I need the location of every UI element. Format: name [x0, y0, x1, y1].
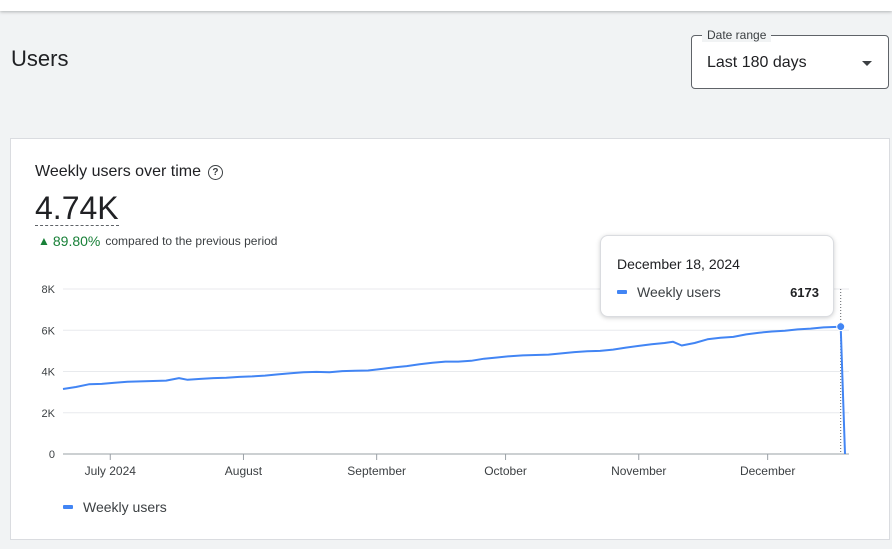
legend-label: Weekly users [83, 499, 167, 515]
y-tick-label: 6K [42, 325, 56, 337]
metric-value[interactable]: 4.74K [35, 190, 119, 226]
x-tick-label: August [225, 464, 263, 478]
card-title: Weekly users over time [35, 163, 201, 180]
tooltip-date: December 18, 2024 [617, 256, 740, 272]
y-tick-label: 0 [49, 449, 55, 461]
y-tick-label: 8K [42, 284, 56, 296]
x-tick-label: September [347, 464, 406, 478]
series-line-weekly-users [62, 325, 846, 455]
tooltip-value: 6173 [790, 284, 819, 300]
arrow-up-icon: ▲ [38, 234, 50, 248]
tooltip-series: Weekly users [637, 284, 721, 300]
y-tick-label: 2K [42, 408, 56, 420]
card-title-row: Weekly users over time ? [35, 163, 223, 181]
top-bar [0, 0, 892, 11]
dropdown-caret-icon [862, 61, 872, 66]
help-icon[interactable]: ? [207, 164, 223, 180]
tooltip-swatch [617, 290, 627, 294]
y-tick-label: 4K [42, 367, 56, 379]
date-range-value: Last 180 days [707, 54, 807, 71]
delta-row: ▲ 89.80% compared to the previous period [38, 233, 277, 249]
weekly-users-card: Weekly users over time ? 4.74K ▲ 89.80% … [10, 138, 890, 540]
chart-legend[interactable]: Weekly users [63, 499, 167, 515]
page-title: Users [11, 46, 69, 71]
delta-percent: 89.80% [52, 233, 101, 249]
legend-swatch [63, 505, 73, 509]
chart-tooltip: December 18, 2024 Weekly users 6173 [600, 235, 834, 317]
delta-text: compared to the previous period [105, 234, 278, 248]
x-tick-label: October [484, 464, 527, 478]
tooltip-row: Weekly users 6173 [617, 284, 819, 300]
date-range-label: Date range [702, 28, 772, 42]
x-tick-label: November [611, 464, 666, 478]
date-range-select[interactable]: Date range Last 180 days [691, 28, 889, 89]
line-chart[interactable]: 0 2K 4K 6K 8K July 2024 August September October… [11, 139, 889, 539]
x-tick-label: July 2024 [85, 464, 137, 478]
highlight-point [836, 322, 846, 332]
x-tick-label: December [740, 464, 795, 478]
